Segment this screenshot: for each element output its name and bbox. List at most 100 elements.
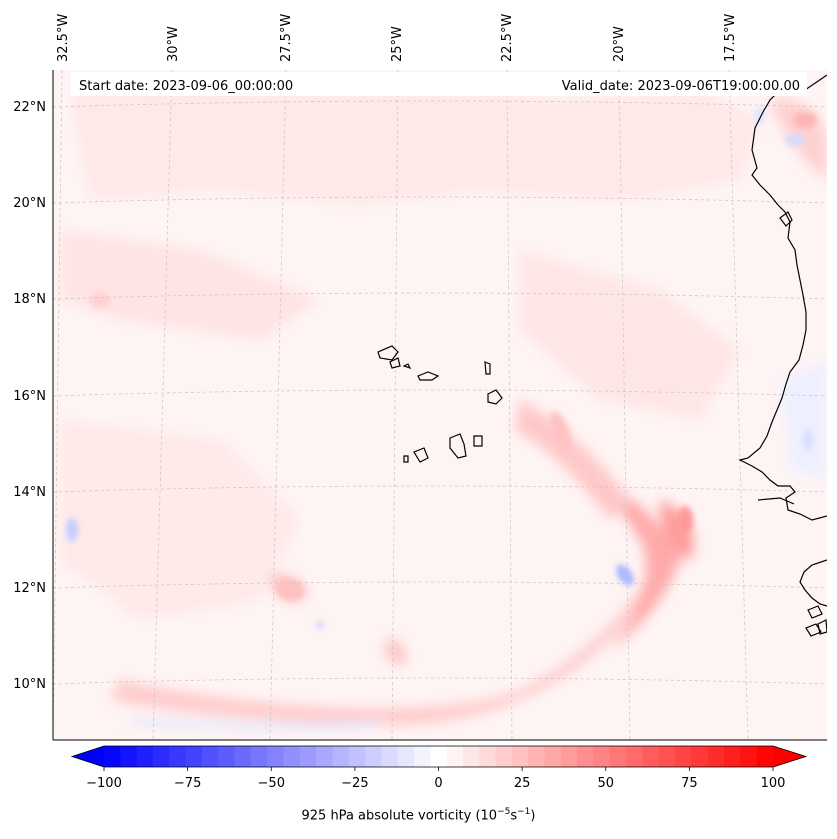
lat-tick-18n: 18°N	[13, 292, 46, 307]
colorbar-extend-max	[773, 746, 806, 767]
colorbar-segment	[185, 746, 203, 767]
gridline-lon-25w	[391, 70, 399, 740]
gridline-lon-27-5w	[269, 70, 287, 740]
colorbar-segment	[609, 746, 627, 767]
colorbar-ticks: −100 −75 −50 −25 0 25 50 75 100	[86, 767, 785, 791]
colorbar-segment	[658, 746, 676, 767]
colorbar-segment	[511, 746, 529, 767]
gridline-lat-12n	[53, 581, 827, 589]
colorbar-label: 925 hPa absolute vorticity (10−5s−1)	[301, 807, 536, 824]
colorbar-tick-label: −100	[86, 776, 122, 791]
colorbar-segment	[626, 746, 643, 767]
start-date-label: Start date: 2023-09-06_00:00:00	[79, 79, 293, 94]
sal-island	[484, 361, 491, 375]
colorbar-segment	[152, 746, 170, 767]
colorbar-segment	[267, 746, 284, 767]
brava-island	[403, 455, 409, 463]
gridline-lon-17-5w	[728, 70, 749, 740]
colorbar-segment	[348, 746, 366, 767]
gridline-lat-20n	[53, 196, 827, 204]
gridline-lat-18n	[53, 292, 827, 300]
colorbar-segment	[381, 746, 399, 767]
fogo-island	[413, 447, 429, 463]
colorbar-segment	[560, 746, 578, 767]
lon-tick-32-5w: 32.5°W	[56, 14, 71, 62]
colorbar-segment	[104, 746, 121, 767]
colorbar-segment	[446, 746, 464, 767]
gridline-lat-22n	[53, 100, 827, 108]
lon-tick-25w: 25°W	[390, 26, 405, 62]
colorbar-tick-label: 0	[434, 776, 442, 791]
bijagos-island-3	[817, 619, 827, 635]
colorbar-segment	[299, 746, 317, 767]
lat-tick-10n: 10°N	[13, 677, 46, 692]
colorbar-segment	[675, 746, 692, 767]
colorbar-segment	[316, 746, 333, 767]
colorbar-segment	[740, 746, 758, 767]
lon-tick-17-5w: 17.5°W	[723, 14, 738, 62]
colorbar-tick-label: −50	[258, 776, 285, 791]
colorbar-segment	[707, 746, 725, 767]
colorbar-segment	[234, 746, 252, 767]
colorbar-tick-label: 75	[681, 776, 698, 791]
colorbar-segment	[250, 746, 268, 767]
colorbar-segment	[756, 746, 774, 767]
coastlines	[377, 74, 827, 637]
header-band	[71, 72, 807, 96]
colorbar	[70, 745, 808, 768]
gambia-inlet	[757, 497, 795, 505]
colorbar-segment	[495, 746, 513, 767]
gridline-lat-16n	[53, 389, 827, 397]
valid-date-label: Valid_date: 2023-09-06T19:00:00.00	[562, 79, 800, 94]
colorbar-segment	[577, 746, 595, 767]
colorbar-segment	[462, 746, 480, 767]
colorbar-tick-label: 50	[597, 776, 614, 791]
santa-luzia-island	[402, 363, 412, 370]
lat-tick-12n: 12°N	[13, 581, 46, 596]
colorbar-tick-label: 100	[761, 776, 786, 791]
gridline-lat-10n	[53, 677, 827, 685]
colorbar-tick-label: 25	[514, 776, 531, 791]
santiago-island	[449, 433, 467, 459]
santo-antao-island	[377, 345, 399, 361]
colorbar-segment	[724, 746, 741, 767]
mauritania-island	[779, 211, 793, 227]
bijagos-island-2	[805, 623, 822, 637]
maio-island	[473, 435, 483, 447]
gridline-lon-22-5w	[506, 70, 513, 740]
guinea-bissau-coast	[799, 559, 827, 607]
vorticity-field	[53, 70, 827, 740]
colorbar-segment	[332, 746, 350, 767]
bijagos-island-1	[807, 605, 823, 619]
colorbar-segment	[365, 746, 382, 767]
colorbar-segment	[414, 746, 431, 767]
lat-tick-14n: 14°N	[13, 485, 46, 500]
gridline-lon-20w	[618, 70, 631, 740]
boa-vista-island	[487, 389, 503, 405]
colorbar-segment	[528, 746, 546, 767]
lon-tick-27-5w: 27.5°W	[279, 14, 294, 62]
colorbar-segment	[397, 746, 415, 767]
colorbar-segment	[593, 746, 611, 767]
colorbar-segment	[120, 746, 138, 767]
lon-tick-22-5w: 22.5°W	[500, 14, 515, 62]
colorbar-segment	[283, 746, 301, 767]
map-gridlines	[53, 70, 827, 740]
africa-coastline	[738, 74, 827, 521]
colorbar-segment	[642, 746, 660, 767]
colorbar-segment	[544, 746, 562, 767]
lat-tick-22n: 22°N	[13, 100, 46, 115]
colorbar-segment	[479, 746, 497, 767]
colorbar-tick-label: −25	[341, 776, 368, 791]
colorbar-segment	[430, 746, 448, 767]
gridline-lon-30w	[152, 70, 173, 740]
lon-tick-30w: 30°W	[166, 26, 181, 62]
gridline-lon-32-5w	[53, 70, 63, 740]
colorbar-segment	[218, 746, 236, 767]
sao-vicente-island	[389, 357, 401, 369]
colorbar-segment	[136, 746, 154, 767]
lat-tick-16n: 16°N	[13, 389, 46, 404]
sao-nicolau-island	[417, 371, 440, 381]
colorbar-segment	[691, 746, 709, 767]
